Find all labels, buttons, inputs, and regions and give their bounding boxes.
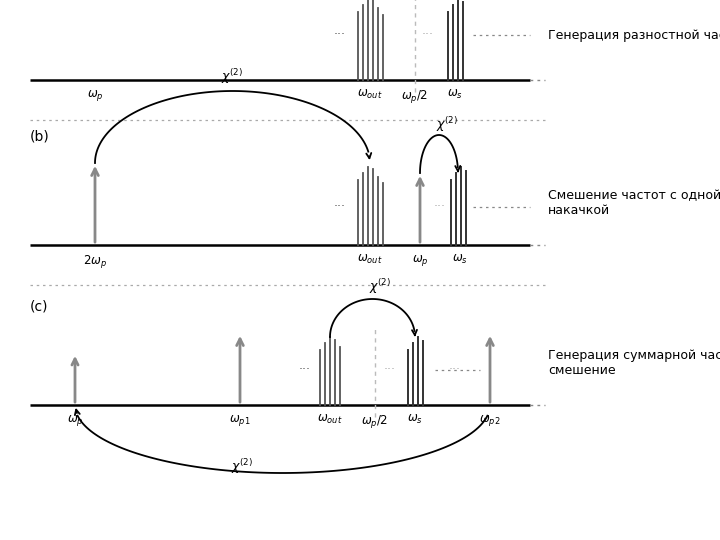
Text: $\omega_s$: $\omega_s$	[452, 253, 468, 266]
Text: ···: ···	[299, 363, 311, 376]
Text: Смешение частот с одной
накачкой: Смешение частот с одной накачкой	[548, 189, 720, 217]
Text: Генерация разностной частоты: Генерация разностной частоты	[548, 29, 720, 42]
Text: ···: ···	[334, 200, 346, 213]
Text: ···: ···	[384, 363, 396, 376]
Text: $\omega_{p2}$: $\omega_{p2}$	[480, 413, 500, 428]
Text: $\omega_s$: $\omega_s$	[447, 88, 463, 101]
Text: $\omega_{p1}$: $\omega_{p1}$	[229, 413, 251, 428]
Text: (c): (c)	[30, 300, 48, 314]
Text: $\chi^{(2)}$: $\chi^{(2)}$	[436, 116, 458, 134]
Text: ···: ···	[449, 363, 461, 376]
Text: $\chi^{(2)}$: $\chi^{(2)}$	[369, 278, 392, 296]
Text: (b): (b)	[30, 130, 50, 144]
Text: $\omega_p/2$: $\omega_p/2$	[401, 88, 428, 105]
Text: $\omega_{out}$: $\omega_{out}$	[318, 413, 343, 426]
Text: $\omega_s$: $\omega_s$	[407, 413, 423, 426]
Text: $\chi^{(2)}$: $\chi^{(2)}$	[231, 457, 253, 476]
Text: Генерация суммарной частоты и
смешение: Генерация суммарной частоты и смешение	[548, 349, 720, 377]
Text: ···: ···	[434, 200, 446, 213]
Text: $\chi^{(2)}$: $\chi^{(2)}$	[221, 68, 243, 86]
Text: $\omega_p/2$: $\omega_p/2$	[361, 413, 389, 430]
Text: $\omega_p$: $\omega_p$	[67, 413, 84, 428]
Text: ···: ···	[422, 29, 434, 42]
Text: $\omega_{out}$: $\omega_{out}$	[357, 88, 383, 101]
Text: ···: ···	[334, 29, 346, 42]
Text: $\omega_p$: $\omega_p$	[86, 88, 104, 103]
Text: $\omega_{out}$: $\omega_{out}$	[357, 253, 383, 266]
Text: $2\omega_p$: $2\omega_p$	[83, 253, 107, 270]
Text: $\omega_p$: $\omega_p$	[412, 253, 428, 268]
